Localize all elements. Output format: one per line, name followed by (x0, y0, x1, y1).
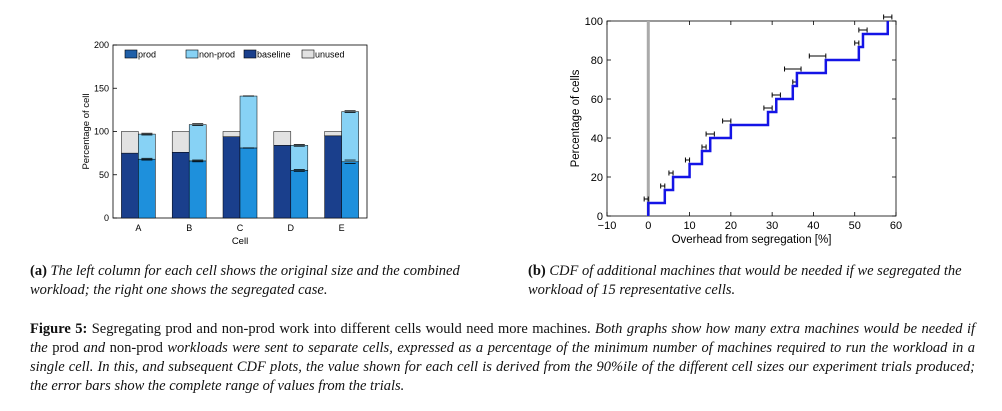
x-tick-label: 50 (849, 220, 861, 232)
y-tick-label: 0 (597, 211, 603, 223)
caption-a-text: The left column for each cell shows the … (30, 263, 460, 298)
x-tick-label: −10 (598, 220, 617, 232)
caption-a: (a) The left column for each cell shows … (30, 262, 500, 300)
x-tick-label: C (237, 223, 244, 233)
x-tick-label: A (135, 223, 141, 233)
figure-caption-prod: prod (52, 340, 79, 356)
figure-caption-part-2: Both graphs show how many extra machines… (30, 321, 976, 356)
y-axis-label: Percentage of cells (570, 69, 582, 167)
x-tick-label: 10 (683, 220, 695, 232)
y-axis-label: Percentage of cell (81, 93, 92, 169)
cdf-step-line (647, 21, 889, 216)
x-tick-label: D (288, 223, 295, 233)
figure-label: Figure 5: (30, 321, 88, 337)
plot-frame (606, 20, 897, 217)
legend-swatch (243, 49, 257, 59)
bar-non-prod (341, 111, 359, 163)
legend-label: non-prod (199, 50, 235, 60)
x-tick-label: 60 (890, 220, 902, 232)
x-tick-label: 30 (766, 220, 778, 232)
x-axis-label: Overhead from segregation [%] (672, 234, 832, 246)
x-axis-label: Cell (232, 236, 248, 247)
x-tick-label: 0 (645, 220, 651, 232)
figure-caption-nonprod: non-prod (109, 340, 163, 356)
y-tick-label: 40 (591, 133, 603, 145)
figure-caption-part-3: and (83, 340, 106, 356)
y-tick-label: 20 (591, 172, 603, 184)
y-tick-label: 100 (585, 16, 603, 28)
y-tick-label: 0 (104, 213, 109, 223)
stacked-bar-chart: 0 50 100 150 200 Percentage of cell Cell A B C D Ep… (81, 40, 368, 247)
bar-unused (273, 131, 292, 146)
figure-caption-part-4: workloads were sent to separate cells, e… (30, 340, 976, 394)
y-tick-label: 80 (591, 55, 603, 67)
legend-label: prod (138, 50, 156, 60)
y-tick-label: 50 (99, 170, 109, 180)
legend-swatch (124, 49, 138, 59)
legend-label: unused (315, 50, 345, 60)
x-tick-label: 20 (725, 220, 737, 232)
bar-non-prod (138, 133, 156, 160)
figure-caption: Figure 5: Segregating prod and non-prod … (30, 320, 975, 396)
bar-non-prod (188, 124, 207, 162)
x-tick-label: B (186, 223, 192, 233)
y-tick-label: 100 (94, 127, 109, 137)
x-tick-label: E (339, 223, 345, 233)
figure-caption-lead: Segregating prod and non-prod work into … (91, 321, 591, 337)
legend-swatch (301, 49, 315, 59)
caption-b: (b) CDF of additional machines that woul… (528, 262, 978, 300)
caption-a-label: (a) (30, 263, 47, 279)
legend-label: baseline (257, 50, 291, 60)
x-tick-label: 40 (807, 220, 819, 232)
caption-b-text: CDF of additional machines that would be… (528, 263, 962, 298)
y-tick-label: 150 (94, 83, 109, 93)
y-tick-label: 200 (94, 40, 109, 50)
legend-swatch (185, 49, 199, 59)
y-tick-label: 60 (591, 94, 603, 106)
caption-b-label: (b) (528, 263, 546, 279)
bar-non-prod (290, 145, 309, 171)
